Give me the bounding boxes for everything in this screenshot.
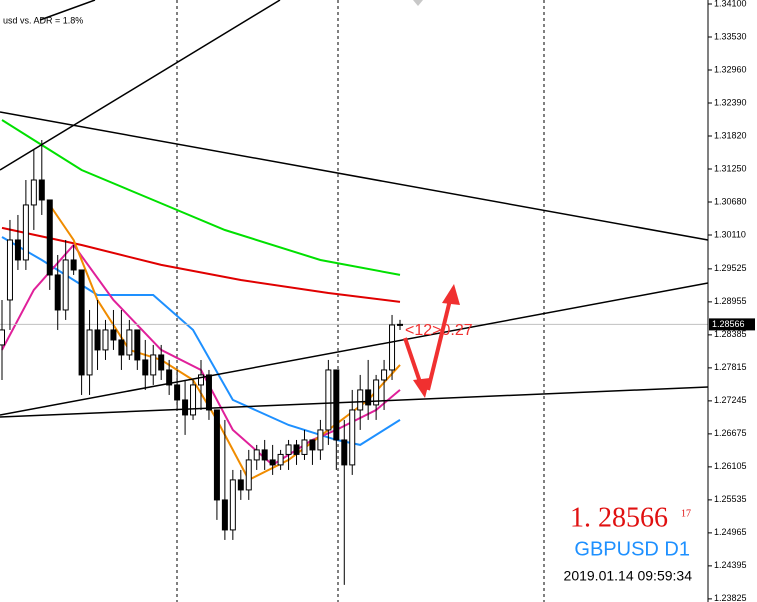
candle-body [381,369,388,381]
price-display: 1. 28566 [570,502,668,533]
candle-body [142,359,149,376]
candle-body [277,453,284,466]
signal-label: <12>0.27 [405,322,473,339]
y-tick-label: 1.26675 [714,428,747,438]
time-label: 2019.01.14 09:59:34 [564,568,693,584]
candle-body [150,354,157,376]
scroll-marker [413,0,423,6]
candle-body [365,389,372,406]
candle-body [182,399,189,416]
candle-body [134,329,141,361]
y-tick-label: 1.33530 [714,31,747,41]
candle-body [38,179,45,201]
candle-body [269,459,276,466]
y-tick-label: 1.25535 [714,494,747,504]
candle-body [237,479,244,491]
y-tick-label: 1.24395 [714,560,747,570]
y-tick-label: 1.32960 [714,64,747,74]
candle-body [389,324,396,371]
candle-body [245,459,252,491]
candle-body [317,429,324,451]
y-tick-label: 1.23825 [714,593,747,602]
y-tick-label: 1.24965 [714,527,747,537]
y-tick-label: 1.30110 [714,229,746,239]
candle-body [205,374,212,411]
candle-body [221,499,228,531]
candle-body [14,239,21,261]
moving-average [1,119,401,276]
y-tick-label: 1.30680 [714,196,747,206]
candle-body [349,409,356,466]
candle-body [70,259,77,271]
candle-body [357,389,364,411]
y-tick-label: 1.27245 [714,395,747,405]
candle-body [126,329,133,356]
signal-arrows [403,284,460,398]
price-axis [708,0,757,602]
y-tick-label: 1.31250 [714,163,747,173]
candle-body [213,409,220,501]
candle-body [0,329,5,346]
candle-body [174,384,181,401]
candle-body [118,339,125,356]
candle-body [22,204,29,261]
price-pips: 17 [681,508,691,519]
candle-body [341,439,348,466]
time-separators [176,0,545,602]
candle-body [102,329,109,351]
candle-body [198,374,204,386]
bid-label: 1.28566 [712,319,745,329]
candle-body [229,479,236,531]
trendlines [0,0,709,418]
candle-body [397,323,403,326]
candle-body [158,354,165,371]
y-tick-label: 1.26105 [714,461,747,471]
candle-body [253,449,260,461]
y-tick-label: 1.27815 [714,362,747,372]
candle-body [62,259,69,311]
y-tick-label: 1.31820 [714,130,747,140]
candle-body [46,199,53,276]
candle-body [190,384,197,416]
candle-body [373,379,380,406]
moving-average [1,243,401,467]
bid-label-box [709,318,755,331]
y-tick-label: 1.29525 [714,263,747,273]
adr-label: usd vs. ADR = 1.8% [3,15,83,25]
candle-body [333,369,340,441]
candle-body [6,239,13,301]
candle-body [285,444,292,455]
moving-average [1,226,401,303]
y-tick-label: 1.32390 [714,97,747,107]
candle-body [54,274,61,311]
candle-body [86,329,93,376]
candle-body [301,439,308,455]
candle-body [78,269,85,376]
candle-body [325,369,332,431]
candle-body [110,329,117,341]
symbol-label: GBPUSD D1 [574,538,690,560]
moving-average [1,236,401,446]
candle-body [261,449,268,461]
candle-body [166,369,173,386]
candle-body [30,179,37,206]
y-tick-label: 1.34100 [714,0,747,8]
y-tick-label: 1.28955 [714,296,747,306]
candle-body [94,329,101,351]
candle-body [293,444,300,455]
y-tick-label: 1.28385 [714,329,747,339]
candle-body [309,439,316,451]
